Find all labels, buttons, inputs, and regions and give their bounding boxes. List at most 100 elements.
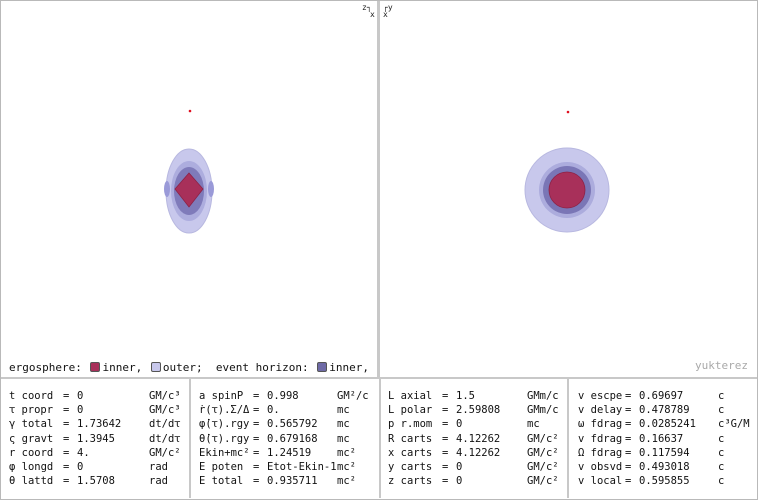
row-value: Etot-Ekin-1 bbox=[267, 461, 337, 473]
row-unit: GM/c² bbox=[527, 446, 559, 459]
data-row: t coord = 0 GM/c³ bbox=[1, 389, 189, 403]
data-row: v obsvd = 0.493018 c bbox=[569, 460, 757, 474]
test-particle-top bbox=[566, 110, 570, 114]
row-unit: GM/c³ bbox=[149, 404, 181, 417]
row-name: z carts bbox=[388, 475, 433, 488]
row-name: θ lattd bbox=[9, 475, 54, 488]
axis-label-left-top: z┐ bbox=[362, 3, 372, 12]
row-equals: = bbox=[63, 390, 70, 402]
row-name: γ total bbox=[9, 418, 54, 431]
data-row: x carts = 4.12262 GM/c² bbox=[381, 446, 567, 460]
row-name: r coord bbox=[9, 446, 54, 459]
top-view-viewport[interactable]: ┌y x yukterez bbox=[380, 1, 756, 377]
legend-ergosphere-label: ergosphere: bbox=[9, 361, 82, 374]
row-unit: mc² bbox=[337, 475, 356, 488]
row-name: x carts bbox=[388, 446, 433, 459]
row-value: 0.595855 bbox=[639, 475, 690, 488]
row-unit: GM/c² bbox=[527, 475, 559, 488]
row-name: v obsvd bbox=[578, 461, 623, 473]
data-row: a spinP = 0.998 GM²/c bbox=[191, 389, 379, 403]
panel-separator bbox=[379, 379, 381, 498]
row-name: E total bbox=[199, 475, 244, 488]
panel-separator bbox=[189, 379, 191, 498]
row-unit: GM/c³ bbox=[149, 390, 181, 402]
side-view-plot bbox=[164, 109, 214, 234]
viewport-divider[interactable] bbox=[377, 1, 380, 377]
row-name: Ω fdrag bbox=[578, 446, 623, 459]
data-row: φ longd = 0 rad bbox=[1, 460, 189, 474]
row-name: p r.mom bbox=[388, 418, 433, 431]
data-row: r coord = 4. GM/c² bbox=[1, 446, 189, 460]
row-unit: rad bbox=[149, 475, 168, 488]
row-equals: = bbox=[625, 418, 632, 431]
panel-velocity: v escpe = 0.69697 c v delay = 0.478789 c ω fdrag… bbox=[569, 379, 757, 498]
row-unit: GM/c² bbox=[527, 432, 559, 445]
row-equals: = bbox=[63, 475, 70, 488]
row-equals: = bbox=[253, 390, 260, 402]
test-particle-side bbox=[188, 109, 192, 113]
row-equals: = bbox=[253, 475, 260, 488]
data-row: v delay = 0.478789 c bbox=[569, 403, 757, 417]
axis-label-right-bottom: x bbox=[383, 10, 388, 19]
row-equals: = bbox=[625, 475, 632, 488]
row-name: R carts bbox=[388, 432, 433, 445]
row-value: 0.998 bbox=[267, 390, 299, 402]
row-unit: mc bbox=[337, 404, 350, 417]
data-row: γ total = 1.73642 dt/dꚍ bbox=[1, 417, 189, 431]
row-value: 0.493018 bbox=[639, 461, 690, 473]
panel-momentum: L axial = 1.5 GMm/c L polar = 2.59808 GMm/c p r.… bbox=[381, 379, 567, 498]
row-name: a spinP bbox=[199, 390, 244, 402]
row-name: ꚍ propr bbox=[9, 404, 54, 417]
axis-label-right-top: ┌y bbox=[383, 3, 393, 12]
data-row: p r.mom = 0 mc bbox=[381, 417, 567, 431]
row-unit: c bbox=[718, 390, 725, 402]
row-name: ω fdrag bbox=[578, 418, 623, 431]
row-unit: mc² bbox=[337, 446, 356, 459]
row-value: 1.3945 bbox=[77, 432, 115, 445]
row-value: 0 bbox=[456, 461, 463, 473]
data-row: v fdrag = 0.16637 c bbox=[569, 432, 757, 446]
row-equals: = bbox=[625, 390, 632, 402]
row-name: L polar bbox=[388, 404, 433, 417]
data-row: ꚍ propr = 0 GM/c³ bbox=[1, 403, 189, 417]
legend-horizon-label: event horizon: bbox=[215, 361, 309, 374]
data-row: Ekin+mc² = 1.24519 mc² bbox=[191, 446, 379, 460]
data-row: ω fdrag = 0.0285241 c³G/M bbox=[569, 417, 757, 431]
row-name: v escpe bbox=[578, 390, 623, 402]
row-equals: = bbox=[63, 446, 70, 459]
row-value: 0 bbox=[77, 404, 84, 417]
panel-separator bbox=[567, 379, 569, 498]
row-value: 0.117594 bbox=[639, 446, 690, 459]
row-unit: GM²/c bbox=[337, 390, 369, 402]
row-name: E poten bbox=[199, 461, 244, 473]
row-unit: c bbox=[718, 432, 725, 445]
row-equals: = bbox=[442, 432, 449, 445]
data-row: θ̇(ꚍ).rgy = 0.679168 mc bbox=[191, 432, 379, 446]
row-name: θ̇(ꚍ).rgy bbox=[199, 432, 250, 445]
row-equals: = bbox=[253, 432, 260, 445]
ergosphere-inner-side bbox=[174, 172, 204, 208]
row-value: 0.16637 bbox=[639, 432, 684, 445]
side-view-viewport[interactable]: z┐ x ergosphere: inner, outer; event hor… bbox=[1, 1, 423, 377]
data-row: L axial = 1.5 GMm/c bbox=[381, 389, 567, 403]
row-unit: GM/c² bbox=[527, 461, 559, 473]
row-unit: c bbox=[718, 475, 725, 488]
data-row: L polar = 2.59808 GMm/c bbox=[381, 403, 567, 417]
row-name: ṙ(ꚍ).Σ/Δ bbox=[199, 404, 250, 417]
ergosphere-lobe-right bbox=[208, 181, 214, 197]
row-equals: = bbox=[253, 446, 260, 459]
row-name: v local bbox=[578, 475, 623, 488]
row-value: 1.5 bbox=[456, 390, 475, 402]
top-view-plot bbox=[524, 110, 610, 233]
data-row: φ̇(ꚍ).rgy = 0.565792 mc bbox=[191, 417, 379, 431]
row-name: ς gravt bbox=[9, 432, 54, 445]
row-unit: GMm/c bbox=[527, 390, 559, 402]
row-name: φ̇(ꚍ).rgy bbox=[199, 418, 250, 431]
row-equals: = bbox=[253, 418, 260, 431]
legend-ergo-inner: inner, bbox=[102, 361, 143, 374]
row-equals: = bbox=[625, 404, 632, 417]
legend-swatch-horizon-inner bbox=[317, 362, 328, 372]
legend: ergosphere: inner, outer; event horizon:… bbox=[9, 361, 423, 374]
row-name: t coord bbox=[9, 390, 54, 402]
data-row: ṙ(ꚍ).Σ/Δ = 0. mc bbox=[191, 403, 379, 417]
